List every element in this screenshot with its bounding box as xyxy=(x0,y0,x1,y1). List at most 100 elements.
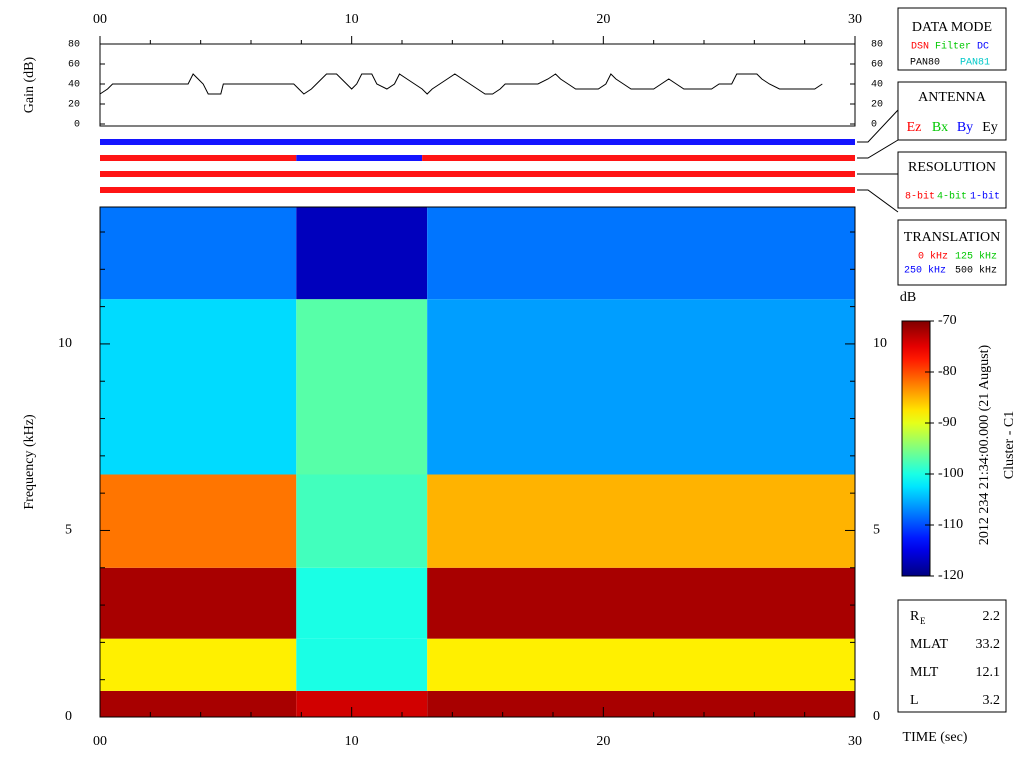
panel-title: ANTENNA xyxy=(918,90,987,105)
heatmap-cell xyxy=(100,567,297,639)
panel-option: 0 kHz xyxy=(918,251,948,263)
stat-value: 33.2 xyxy=(976,637,1001,652)
x-tick-label: 30 xyxy=(848,12,862,27)
connector xyxy=(857,109,899,143)
y-tick-label: 10 xyxy=(873,336,887,351)
heatmap-cell xyxy=(296,638,428,691)
panel-box xyxy=(897,81,1007,141)
x-tick-label: 30 xyxy=(848,734,862,749)
mode-bar xyxy=(100,139,855,145)
panel-box xyxy=(897,151,1007,209)
panel-title: TRANSLATION xyxy=(904,230,1000,245)
colorbar-tick-label: -80 xyxy=(938,364,957,379)
heatmap-cell xyxy=(296,299,428,475)
panel-option: 500 kHz xyxy=(955,265,997,277)
y-tick-label: 5 xyxy=(65,523,72,538)
gain-frame xyxy=(99,43,856,127)
colorbar-tick-label: -110 xyxy=(938,517,963,532)
heatmap-cell xyxy=(296,690,428,717)
heatmap-cell xyxy=(427,638,855,691)
heatmap-cell xyxy=(100,207,297,300)
stat-label-sub: E xyxy=(920,616,926,626)
panel-option: Filter xyxy=(935,41,971,53)
mode-bar xyxy=(296,155,423,161)
y-tick-label: 0 xyxy=(74,120,80,131)
stat-label: L xyxy=(910,693,919,708)
heatmap-cell xyxy=(427,690,855,717)
heatmap-cell xyxy=(296,567,428,639)
heatmap-cell xyxy=(100,690,297,717)
gain-line xyxy=(99,73,823,95)
panel-option: Bx xyxy=(932,120,948,135)
colorbar xyxy=(901,320,931,577)
panel-title: DATA MODE xyxy=(912,20,992,35)
y-tick-label: 0 xyxy=(65,709,72,724)
heatmap-cell xyxy=(100,474,297,568)
stat-label: MLAT xyxy=(910,637,949,652)
gain-axis-label: Gain (dB) xyxy=(22,56,37,113)
y-tick-label: 80 xyxy=(871,40,883,51)
x-tick-label: 10 xyxy=(345,12,359,27)
panel-option: Ey xyxy=(982,120,998,135)
mode-bar xyxy=(422,155,855,161)
stat-label: R xyxy=(910,609,920,624)
y-tick-label: 40 xyxy=(871,80,883,91)
y-tick-label: 0 xyxy=(873,709,880,724)
colorbar-tick-label: -90 xyxy=(938,415,957,430)
stat-value: 3.2 xyxy=(983,693,1001,708)
y-axis-label: Frequency (kHz) xyxy=(22,414,37,510)
panel-title: RESOLUTION xyxy=(908,160,996,175)
heatmap-cell xyxy=(427,299,855,475)
colorbar-tick-label: -100 xyxy=(938,466,964,481)
y-tick-label: 20 xyxy=(68,100,80,111)
heatmap-cell xyxy=(100,299,297,475)
mode-bar xyxy=(100,171,855,177)
y-tick-label: 0 xyxy=(871,120,877,131)
heatmap-cell xyxy=(427,207,855,300)
panel-option: 125 kHz xyxy=(955,251,997,263)
x-tick-label: 00 xyxy=(93,12,107,27)
colorbar-label: dB xyxy=(900,290,916,305)
panel-option: 8-bit xyxy=(905,191,935,203)
panel-option: Ez xyxy=(907,120,922,135)
heatmap-cell xyxy=(296,474,428,568)
y-tick-label: 5 xyxy=(873,523,880,538)
panel-option: 4-bit xyxy=(937,191,967,203)
panel-option: 1-bit xyxy=(970,191,1000,203)
x-axis-label: TIME (sec) xyxy=(903,730,968,745)
y-tick-label: 40 xyxy=(68,80,80,91)
colorbar-tick-label: -70 xyxy=(938,313,957,328)
timestamp: 2012 234 21:34:00.000 (21 August) xyxy=(977,345,992,546)
heatmap-cell xyxy=(427,474,855,568)
y-tick-label: 60 xyxy=(871,60,883,71)
panel-option: PAN80 xyxy=(910,58,940,69)
panel-option: 250 kHz xyxy=(904,265,946,277)
heatmap-cell xyxy=(427,567,855,639)
connector xyxy=(857,189,899,213)
spectrogram-frame xyxy=(99,206,856,718)
x-tick-label: 20 xyxy=(596,734,610,749)
y-tick-label: 80 xyxy=(68,40,80,51)
heatmap-cell xyxy=(100,638,297,691)
colorbar-tick-label: -120 xyxy=(938,568,964,583)
panel-option: By xyxy=(957,120,973,135)
heatmap-cell xyxy=(296,207,428,300)
stats-box xyxy=(897,599,1007,713)
mode-bar xyxy=(100,155,297,161)
y-tick-label: 10 xyxy=(58,336,72,351)
spacecraft: Cluster - C1 xyxy=(1002,411,1017,479)
panel-option: DSN xyxy=(911,42,929,53)
mode-bar xyxy=(100,187,855,193)
x-tick-label: 00 xyxy=(93,734,107,749)
connector xyxy=(857,139,899,159)
y-tick-label: 60 xyxy=(68,60,80,71)
panel-option: DC xyxy=(977,42,989,53)
stat-value: 2.2 xyxy=(983,609,1001,624)
panel-box xyxy=(897,7,1007,71)
x-tick-label: 20 xyxy=(596,12,610,27)
x-tick-label: 10 xyxy=(345,734,359,749)
stat-label: MLT xyxy=(910,665,939,680)
panel-box xyxy=(897,219,1007,286)
